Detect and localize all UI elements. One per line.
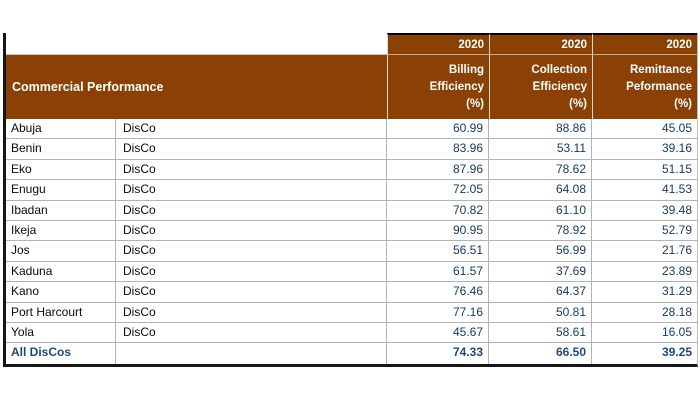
disco-name-cell: Eko [6, 159, 116, 181]
column-header-remittance: Remittance Peformance (%) [592, 55, 697, 119]
remittance-value-cell: 16.05 [592, 323, 697, 344]
billing-value-cell: 70.82 [387, 200, 489, 221]
billing-value-cell: 56.51 [387, 241, 489, 262]
disco-type-cell: DisCo [116, 119, 387, 140]
billing-value-cell: 45.67 [387, 322, 489, 344]
disco-name-cell: Benin [6, 139, 116, 160]
table-row: Yola DisCo 45.67 58.61 16.05 [6, 322, 697, 344]
remittance-value-cell: 23.89 [592, 262, 697, 283]
table-row: Eko DisCo 87.96 78.62 51.15 [6, 159, 697, 181]
collection-value-cell: 58.61 [489, 322, 592, 344]
disco-type-cell: DisCo [116, 322, 387, 344]
remittance-value-cell: 39.16 [592, 139, 697, 160]
billing-value-cell: 61.57 [387, 261, 489, 283]
disco-type-cell: DisCo [116, 302, 387, 323]
billing-value-cell: 77.16 [387, 302, 489, 323]
table-row: Jos DisCo 56.51 56.99 21.76 [6, 241, 697, 262]
total-billing-cell: 74.33 [387, 343, 489, 364]
disco-name-cell: Kano [6, 282, 116, 303]
collection-value-cell: 61.10 [489, 200, 592, 221]
remittance-value-cell: 51.15 [592, 160, 697, 181]
table-row: Ibadan DisCo 70.82 61.10 39.48 [6, 200, 697, 221]
collection-value-cell: 56.99 [489, 241, 592, 262]
billing-value-cell: 87.96 [387, 159, 489, 181]
collection-value-cell: 64.37 [489, 282, 592, 303]
table-title: Commercial Performance [6, 55, 387, 119]
disco-type-cell: DisCo [116, 241, 387, 262]
collection-value-cell: 53.11 [489, 139, 592, 160]
table-row: Benin DisCo 83.96 53.11 39.16 [6, 139, 697, 160]
total-collection-cell: 66.50 [489, 343, 592, 364]
disco-name-cell: Ikeja [6, 220, 116, 242]
total-label-cell: All DisCos [6, 343, 116, 364]
collection-value-cell: 78.62 [489, 159, 592, 181]
disco-type-cell: DisCo [116, 200, 387, 221]
year-header-remittance: 2020 [592, 33, 697, 55]
table-row: Abuja DisCo 60.99 88.86 45.05 [6, 119, 697, 140]
column-header-collection: Collection Efficiency (%) [489, 55, 592, 119]
year-header-collection: 2020 [489, 33, 592, 55]
collection-value-cell: 64.08 [489, 180, 592, 201]
total-type-cell [116, 343, 387, 364]
billing-value-cell: 83.96 [387, 139, 489, 160]
commercial-performance-table: 2020 2020 2020 Commercial Performance Bi… [3, 33, 698, 367]
remittance-value-cell: 39.48 [592, 201, 697, 221]
table-total-row: All DisCos 74.33 66.50 39.25 [6, 343, 697, 364]
remittance-value-cell: 21.76 [592, 241, 697, 262]
table-row: Kano DisCo 76.46 64.37 31.29 [6, 282, 697, 303]
table-row: Kaduna DisCo 61.57 37.69 23.89 [6, 261, 697, 283]
remittance-value-cell: 41.53 [592, 180, 697, 201]
disco-name-cell: Enugu [6, 180, 116, 201]
remittance-value-cell: 45.05 [592, 119, 697, 140]
collection-value-cell: 88.86 [489, 119, 592, 140]
column-header-row: Commercial Performance Billing Efficienc… [6, 55, 697, 119]
year-header-row: 2020 2020 2020 [6, 33, 697, 55]
billing-value-cell: 76.46 [387, 282, 489, 303]
remittance-value-cell: 31.29 [592, 282, 697, 303]
disco-type-cell: DisCo [116, 139, 387, 160]
disco-type-cell: DisCo [116, 159, 387, 181]
disco-name-cell: Abuja [6, 119, 116, 140]
table-row: Enugu DisCo 72.05 64.08 41.53 [6, 180, 697, 201]
billing-value-cell: 90.95 [387, 220, 489, 242]
total-remittance-cell: 39.25 [661, 345, 692, 360]
remittance-value-cell: 28.18 [592, 303, 697, 323]
remittance-value-cell: 52.79 [592, 221, 697, 242]
billing-value-cell: 72.05 [387, 180, 489, 201]
year-header-billing: 2020 [387, 33, 489, 55]
year-header-spacer [6, 33, 387, 55]
disco-name-cell: Jos [6, 241, 116, 262]
disco-type-cell: DisCo [116, 261, 387, 283]
disco-name-cell: Yola [6, 322, 116, 344]
billing-value-cell: 60.99 [387, 119, 489, 140]
disco-type-cell: DisCo [116, 282, 387, 303]
disco-name-cell: Ibadan [6, 200, 116, 221]
collection-value-cell: 50.81 [489, 302, 592, 323]
collection-value-cell: 78.92 [489, 220, 592, 242]
table-row: Ikeja DisCo 90.95 78.92 52.79 [6, 220, 697, 242]
disco-type-cell: DisCo [116, 180, 387, 201]
disco-name-cell: Port Harcourt [6, 302, 116, 323]
table-row: Port Harcourt DisCo 77.16 50.81 28.18 [6, 302, 697, 323]
disco-type-cell: DisCo [116, 220, 387, 242]
disco-name-cell: Kaduna [6, 261, 116, 283]
column-header-billing: Billing Efficiency (%) [387, 55, 489, 119]
collection-value-cell: 37.69 [489, 261, 592, 283]
